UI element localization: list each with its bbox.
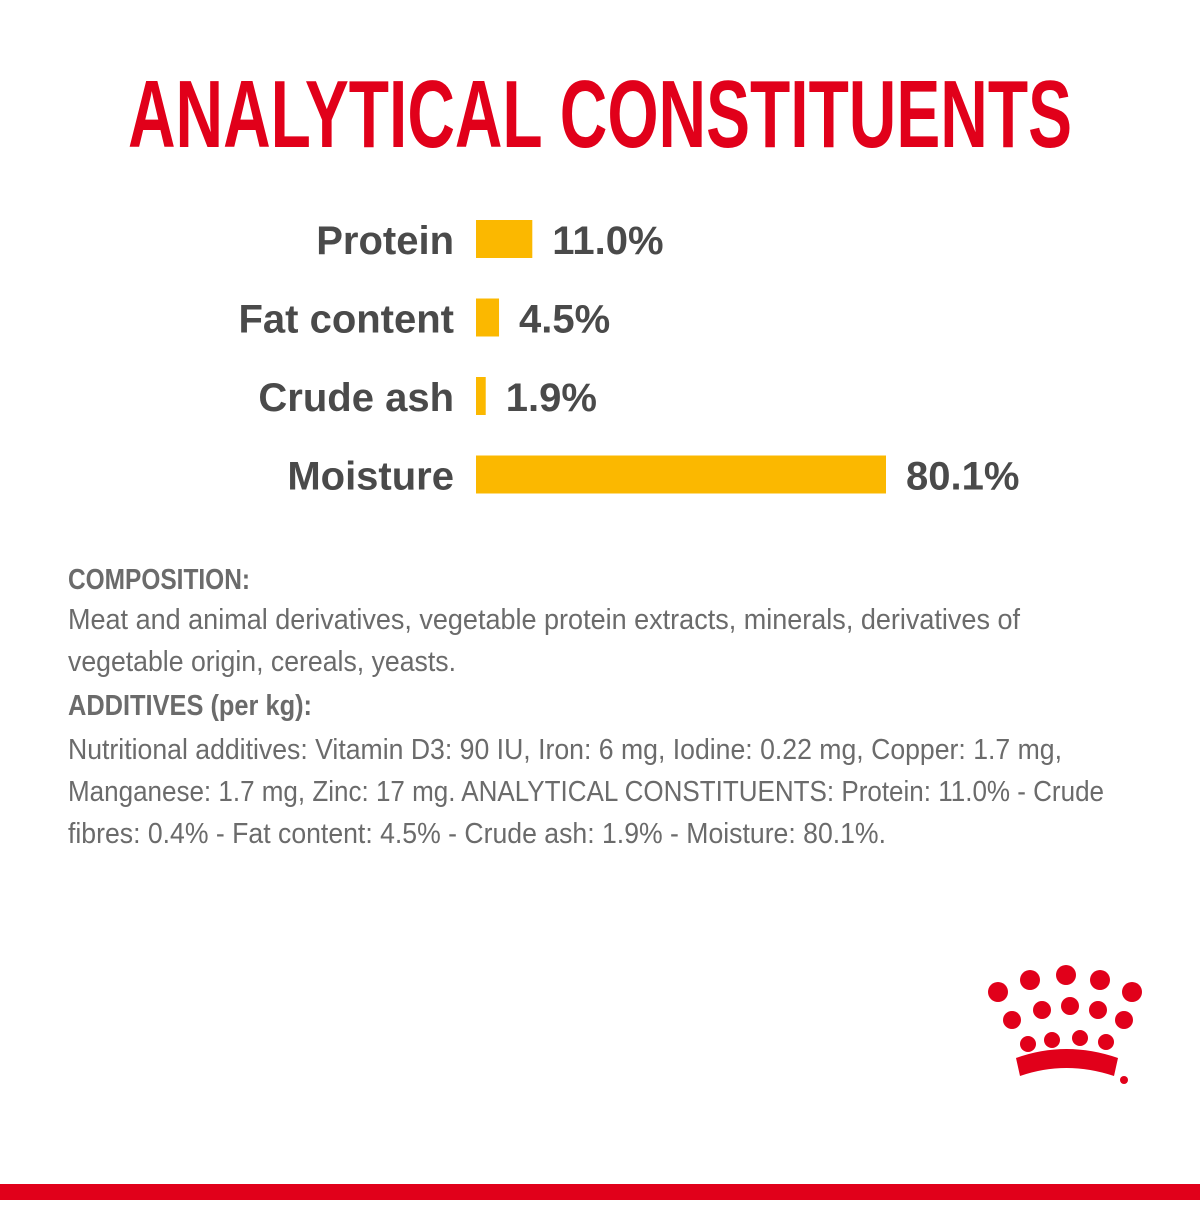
composition-text: vegetable origin, cereals, yeasts.: [68, 646, 456, 678]
value-label: 80.1%: [906, 455, 1019, 499]
bar: [476, 298, 500, 337]
category-label: Protein: [316, 219, 454, 263]
additives-heading: ADDITIVES (per kg):: [68, 690, 312, 722]
additives-text: Nutritional additives: Vitamin D3: 90 IU…: [68, 734, 1062, 766]
composition-text: Meat and animal derivatives, vegetable p…: [68, 604, 1021, 636]
bar: [476, 220, 533, 258]
bar: [476, 377, 486, 415]
bar-chart: Protein 11.0% Fat content 4.5% Crude ash 1.9%…: [238, 219, 1019, 499]
additives-text: fibres: 0.4% - Fat content: 4.5% - Crude…: [68, 818, 886, 850]
value-label: 1.9%: [506, 376, 597, 420]
category-label: Crude ash: [258, 376, 454, 420]
additives-text: Manganese: 1.7 mg, Zinc: 17 mg. ANALYTIC…: [68, 776, 1104, 808]
chart-title: ANALYTICAL CONSTITUENTS: [128, 61, 1072, 168]
value-label: 11.0%: [552, 219, 663, 263]
composition-heading: COMPOSITION:: [68, 564, 250, 596]
bar: [476, 455, 886, 494]
value-label: 4.5%: [519, 298, 610, 342]
footer-bar: [0, 1184, 1200, 1200]
category-label: Moisture: [287, 455, 454, 499]
category-label: Fat content: [238, 298, 454, 342]
brand-logo: [988, 965, 1142, 1084]
